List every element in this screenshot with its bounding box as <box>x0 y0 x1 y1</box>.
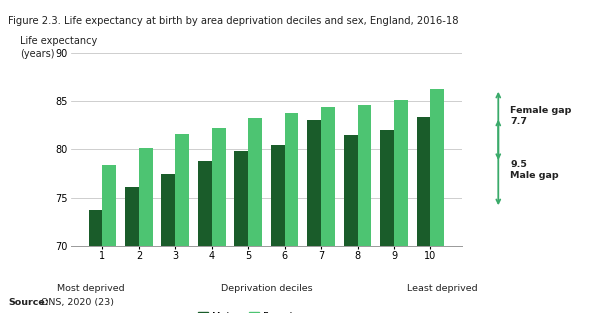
Bar <box>176 134 189 313</box>
Text: (years): (years) <box>20 49 54 59</box>
Bar <box>125 187 139 313</box>
Text: Deprivation deciles: Deprivation deciles <box>221 284 312 293</box>
Bar <box>234 151 248 313</box>
Text: ONS, 2020 (23): ONS, 2020 (23) <box>38 298 113 307</box>
Bar <box>102 165 116 313</box>
Text: Most deprived: Most deprived <box>57 284 124 293</box>
Bar <box>212 128 225 313</box>
Bar <box>139 147 153 313</box>
Bar <box>357 105 371 313</box>
Bar <box>344 135 357 313</box>
Text: Life expectancy: Life expectancy <box>20 35 97 45</box>
Text: Female gap
7.7: Female gap 7.7 <box>510 106 572 126</box>
Bar <box>198 161 212 313</box>
Bar <box>89 210 102 313</box>
Bar <box>271 145 285 313</box>
Bar <box>161 173 176 313</box>
Bar <box>321 107 335 313</box>
Legend: Males, Females: Males, Females <box>195 308 307 313</box>
Bar <box>285 113 299 313</box>
Text: Source:: Source: <box>8 298 49 307</box>
Bar <box>431 89 444 313</box>
Text: 9.5
Male gap: 9.5 Male gap <box>510 160 559 180</box>
Bar <box>307 120 321 313</box>
Bar <box>380 130 394 313</box>
Bar <box>394 100 408 313</box>
Bar <box>248 118 262 313</box>
Bar <box>416 117 431 313</box>
Text: Figure 2.3. Life expectancy at birth by area deprivation deciles and sex, Englan: Figure 2.3. Life expectancy at birth by … <box>8 16 458 26</box>
Text: Least deprived: Least deprived <box>407 284 478 293</box>
